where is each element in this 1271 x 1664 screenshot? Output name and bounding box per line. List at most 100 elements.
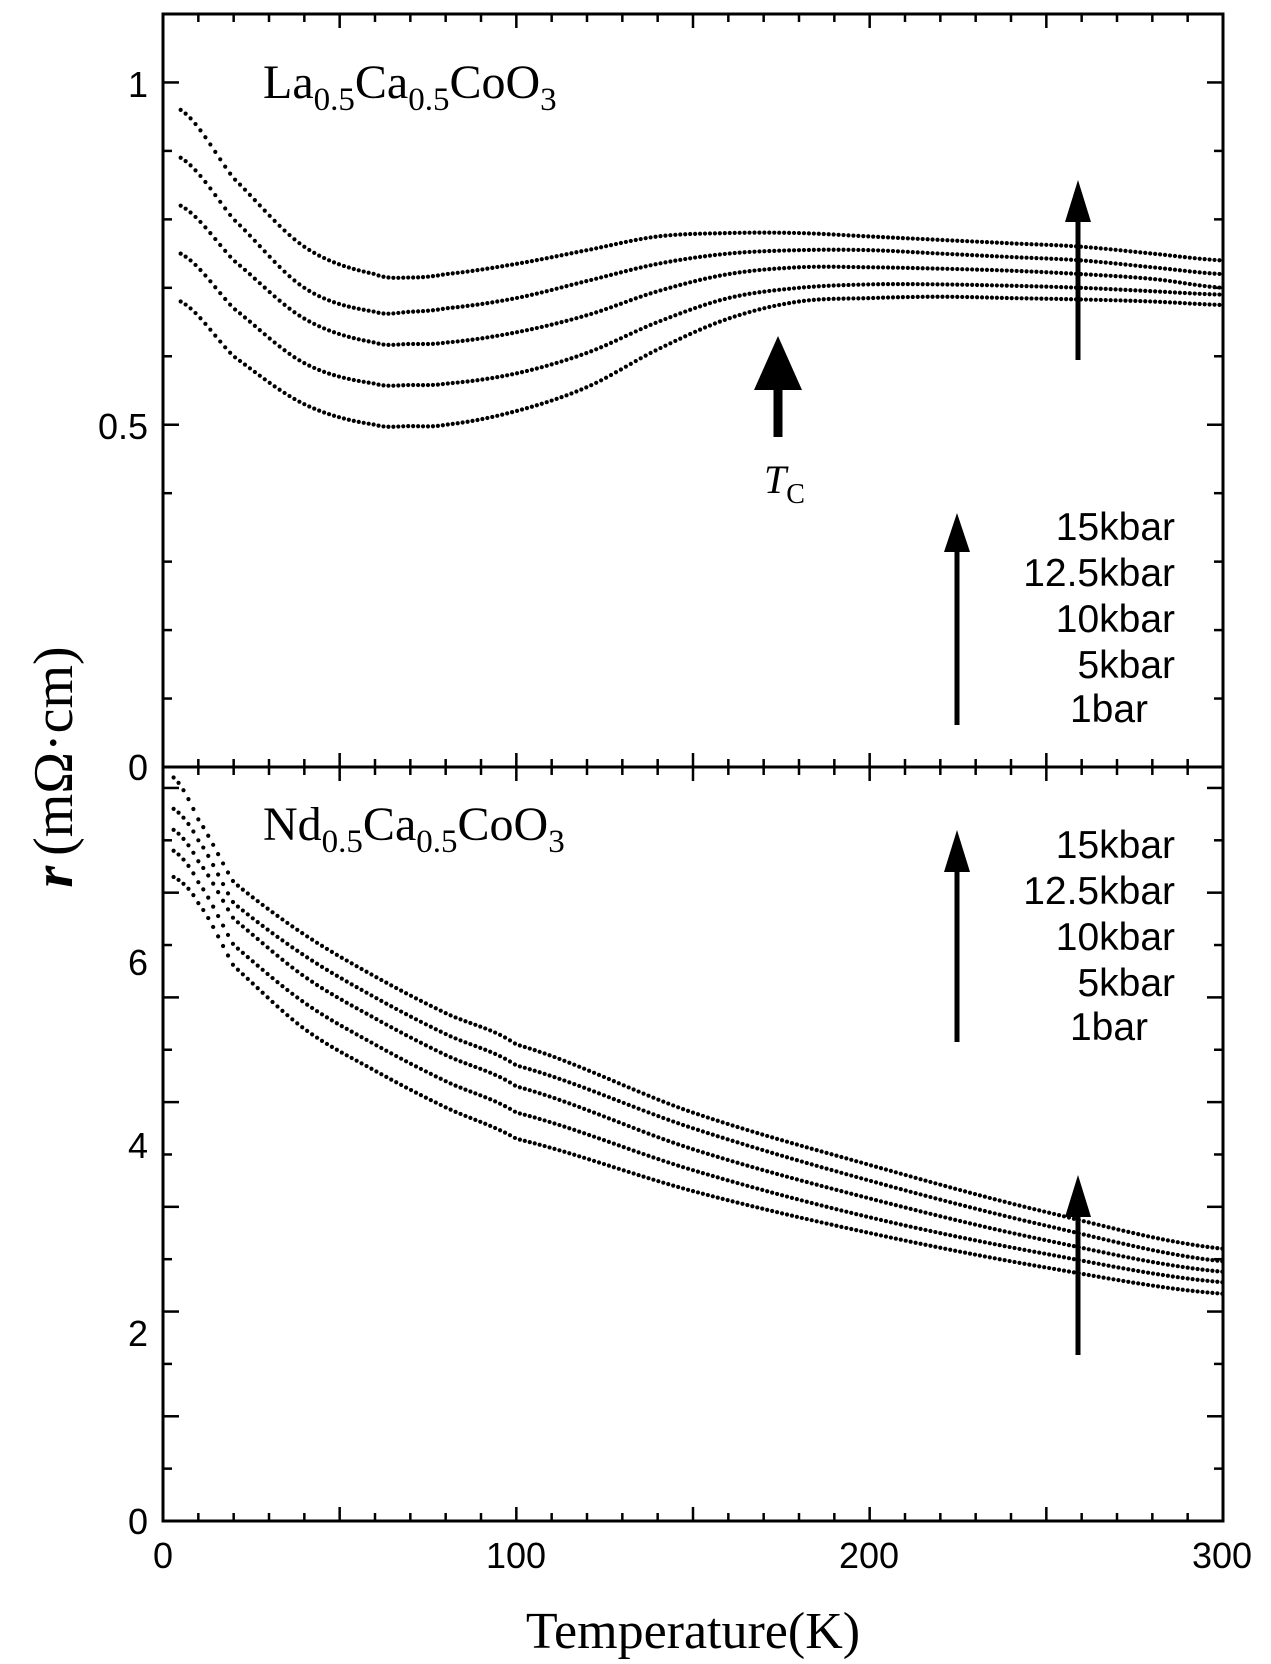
data-point xyxy=(1150,1259,1156,1265)
data-point xyxy=(252,323,257,328)
data-point xyxy=(772,266,777,271)
data-point xyxy=(836,283,841,288)
data-point xyxy=(448,1034,453,1039)
top-compound-el1: La xyxy=(263,56,314,109)
data-point xyxy=(1081,1258,1086,1264)
data-point xyxy=(232,218,238,223)
data-point xyxy=(651,1133,656,1138)
data-point xyxy=(225,953,231,958)
data-point xyxy=(923,1242,928,1247)
data-point xyxy=(1202,291,1207,297)
data-point xyxy=(178,107,183,112)
data-point xyxy=(720,1135,725,1140)
data-point xyxy=(821,264,826,269)
data-point xyxy=(940,266,945,271)
data-point xyxy=(310,937,315,942)
data-point xyxy=(849,1226,854,1232)
data-point xyxy=(272,259,277,264)
data-point xyxy=(379,1019,384,1024)
data-point xyxy=(994,240,999,245)
data-point xyxy=(272,384,277,389)
data-point xyxy=(341,416,347,421)
data-points xyxy=(171,107,1225,1296)
data-point xyxy=(987,1195,992,1201)
data-point xyxy=(683,334,688,339)
data-point xyxy=(300,951,305,957)
data-point xyxy=(1167,267,1173,272)
data-point xyxy=(290,924,295,929)
data-point xyxy=(767,267,772,272)
data-point xyxy=(1182,290,1187,296)
data-point xyxy=(191,829,196,834)
p0-series-1bar xyxy=(178,107,1222,280)
data-point xyxy=(1019,296,1024,301)
data-point xyxy=(1133,288,1138,293)
data-point xyxy=(1098,259,1103,265)
data-point xyxy=(841,283,846,288)
data-point xyxy=(527,1139,532,1145)
data-point xyxy=(275,1004,280,1009)
top-pressure-arrow-icon xyxy=(1065,180,1091,360)
data-point xyxy=(710,1132,715,1137)
data-point xyxy=(962,1189,968,1194)
data-point xyxy=(420,341,426,347)
bottom-compound-label: Nd0.5Ca0.5CoO3 xyxy=(263,798,565,860)
data-point xyxy=(1118,274,1123,279)
data-point xyxy=(913,1191,918,1196)
data-point xyxy=(339,997,344,1003)
data-point xyxy=(344,1026,349,1031)
data-point xyxy=(762,306,767,311)
data-point xyxy=(821,247,826,252)
data-point xyxy=(890,295,896,300)
data-point xyxy=(668,233,673,238)
data-point xyxy=(319,1012,325,1017)
data-point xyxy=(490,265,495,270)
p1-series-5kbar xyxy=(171,806,1225,1264)
data-point xyxy=(376,341,381,346)
data-point xyxy=(955,252,960,257)
data-point xyxy=(801,264,807,270)
data-point xyxy=(967,1190,973,1195)
top-legend-arrow-icon xyxy=(944,513,970,725)
data-point xyxy=(346,304,351,309)
data-point xyxy=(1111,1239,1116,1244)
data-point xyxy=(895,295,901,300)
data-point xyxy=(789,1195,795,1200)
data-point xyxy=(470,268,475,273)
data-point xyxy=(1210,1245,1215,1250)
data-point xyxy=(1047,1252,1052,1257)
data-point xyxy=(191,893,196,898)
data-point xyxy=(737,270,742,275)
data-point xyxy=(885,265,891,270)
data-point xyxy=(270,910,275,915)
data-point xyxy=(252,369,257,375)
data-point xyxy=(715,1154,720,1159)
data-point xyxy=(500,298,505,303)
data-point xyxy=(418,1066,424,1072)
data-point xyxy=(623,364,628,369)
data-point xyxy=(814,1148,819,1153)
data-point xyxy=(307,247,312,253)
data-point xyxy=(440,340,445,346)
data-point xyxy=(676,1142,681,1147)
data-point xyxy=(223,164,228,169)
data-point xyxy=(346,376,351,382)
data-point xyxy=(1054,270,1059,275)
data-point xyxy=(972,1191,978,1197)
data-point xyxy=(1190,1266,1195,1271)
data-point xyxy=(1086,1259,1091,1265)
data-point xyxy=(425,308,431,313)
data-point xyxy=(285,1013,290,1018)
data-point xyxy=(762,289,767,294)
data-point xyxy=(539,324,544,330)
data-point xyxy=(806,231,811,236)
data-point xyxy=(324,989,330,994)
data-point xyxy=(542,1118,547,1123)
data-point xyxy=(653,262,658,267)
data-point xyxy=(984,240,990,245)
data-point xyxy=(1047,1224,1052,1229)
data-point xyxy=(1153,265,1158,270)
data-point xyxy=(237,358,243,364)
data-point xyxy=(636,1089,641,1094)
